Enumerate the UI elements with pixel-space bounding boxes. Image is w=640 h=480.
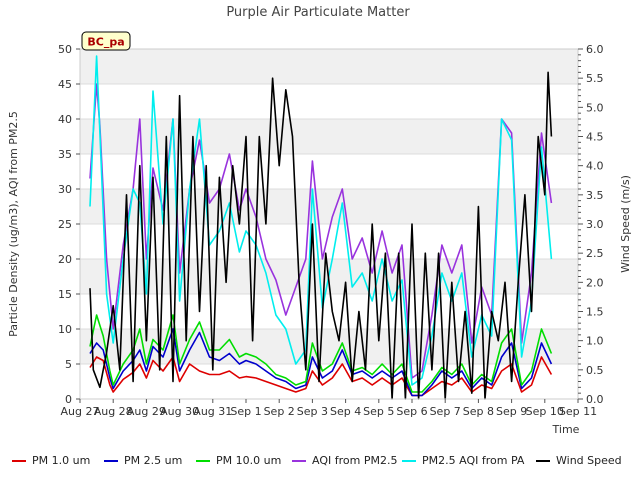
y-left-tick-label: 40: [58, 113, 72, 126]
y-right-tick-label: 6.0: [586, 43, 604, 56]
y-left-tick-label: 0: [65, 393, 72, 406]
x-tick-label: Sep 7: [430, 405, 461, 418]
y-right-tick-label: 2.0: [586, 276, 604, 289]
legend-item-wind-speed: Wind Speed: [536, 454, 622, 467]
y-right-tick-label: 5.0: [586, 101, 604, 114]
y-right-tick-label: 0.5: [586, 364, 604, 377]
series-lines: [89, 55, 553, 400]
x-tick-label: Sep 6: [396, 405, 427, 418]
legend-item-pm2-5-aqi-from-pa: PM2.5 AQI from PA: [402, 454, 524, 467]
legend-label: PM2.5 AQI from PA: [422, 454, 525, 467]
legend: PM 1.0 um PM 2.5 um PM 10.0 um AQI from PM2…: [0, 448, 640, 476]
y-left-tick-label: 25: [58, 218, 72, 231]
y-right-tick-label: 3.5: [586, 189, 604, 202]
legend-label: PM 10.0 um: [216, 454, 282, 467]
x-axis-label: Time: [552, 423, 580, 436]
y-left-tick-label: 20: [58, 253, 72, 266]
chart-title: Purple Air Particulate Matter: [226, 5, 410, 20]
series-line-pm-10-0-um: [89, 314, 553, 393]
legend-label: AQI from PM2.5: [312, 454, 398, 467]
legend-item-pm-2-5-um: PM 2.5 um: [104, 454, 182, 467]
plot-band: [80, 154, 578, 189]
legend-label: PM 1.0 um: [32, 454, 91, 467]
plot-band: [80, 329, 578, 364]
y-right-tick-label: 5.5: [586, 72, 604, 85]
legend-item-pm-10-0-um: PM 10.0 um: [196, 454, 281, 467]
legend-label: PM 2.5 um: [124, 454, 183, 467]
y-left-tick-label: 35: [58, 148, 72, 161]
y-right-tick-label: 1.0: [586, 335, 604, 348]
legend-item-aqi-from-pm2-5: AQI from PM2.5: [292, 454, 397, 467]
plot-band: [80, 84, 578, 119]
x-tick-label: Sep 2: [264, 405, 295, 418]
y-right-tick-label: 1.5: [586, 306, 604, 319]
x-tick-label: Sep 11: [559, 405, 597, 418]
legend-swatch: [536, 460, 550, 462]
series-line-pm2-5-aqi-from-pa: [89, 55, 553, 386]
y-axis-right-label: Wind Speed (m/s): [619, 175, 632, 273]
plot-band: [80, 49, 578, 84]
x-tick-label: Aug 30: [160, 405, 199, 418]
y-left-tick-label: 50: [58, 43, 72, 56]
legend-swatch: [104, 460, 118, 462]
y-axis-left-ticks: 0 5 10 15 20 25 30 35 40 45 50: [58, 43, 80, 406]
x-tick-label: Sep 9: [496, 405, 527, 418]
x-tick-label: Aug 29: [127, 405, 166, 418]
y-left-tick-label: 10: [58, 323, 72, 336]
y-left-tick-label: 45: [58, 78, 72, 91]
series-line-pm-1-0-um: [89, 356, 553, 397]
x-tick-label: Sep 3: [297, 405, 328, 418]
station-badge-label: BC_pa: [87, 36, 124, 49]
legend-swatch: [196, 460, 210, 462]
x-tick-label: Aug 28: [94, 405, 133, 418]
x-tick-label: Sep 8: [463, 405, 494, 418]
series-line-wind-speed: [89, 71, 553, 400]
y-right-tick-label: 4.5: [586, 131, 604, 144]
y-axis-right-ticks: 0.0 0.5 1.0 1.5 2.0 2.5 3.0 3.5 4.0 4.5 5.0 5.5 6.0: [578, 43, 604, 406]
y-axis-left-label: Particle Density (ug/m3), AQI from PM2.5: [7, 111, 20, 337]
y-right-tick-label: 2.5: [586, 247, 604, 260]
series-line-pm-2-5-um: [89, 328, 553, 397]
legend-swatch: [12, 460, 26, 462]
plot-band: [80, 119, 578, 154]
legend-swatch: [292, 460, 306, 462]
x-tick-label: Aug 27: [61, 405, 100, 418]
legend-item-pm-1-0-um: PM 1.0 um: [12, 454, 90, 467]
y-right-tick-label: 4.0: [586, 160, 604, 173]
y-right-tick-label: 0.0: [586, 393, 604, 406]
y-left-tick-label: 5: [65, 358, 72, 371]
x-tick-label: Sep 4: [330, 405, 361, 418]
y-left-tick-label: 30: [58, 183, 72, 196]
x-tick-label: Sep 5: [363, 405, 394, 418]
x-tick-label: Sep 1: [230, 405, 261, 418]
y-right-tick-label: 3.0: [586, 218, 604, 231]
y-left-tick-label: 15: [58, 288, 72, 301]
legend-swatch: [402, 460, 416, 462]
x-tick-label: Sep 10: [526, 405, 564, 418]
x-tick-label: Aug 31: [193, 405, 232, 418]
legend-label: Wind Speed: [556, 454, 622, 467]
station-badge: BC_pa: [81, 31, 131, 51]
